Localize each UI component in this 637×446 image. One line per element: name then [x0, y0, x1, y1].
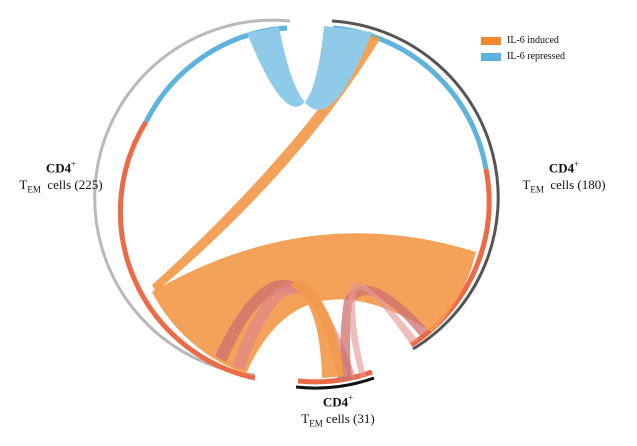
group-left-title: CD4 [45, 160, 72, 176]
group-bottom-sup: + [348, 393, 354, 403]
ribbon-right-bottom-b [348, 282, 418, 377]
ribbon-left-bottom-b [232, 282, 356, 379]
legend-induced-label: IL-6 induced [507, 35, 559, 46]
outer-arc-left-group [93, 18, 291, 377]
group-bottom-sub: EM [309, 418, 323, 429]
repressed-swatch [481, 53, 501, 61]
group-bottom-suffix: cells (31) [325, 411, 375, 427]
group-left-prefix: T [19, 177, 28, 193]
group-left-suffix: cells (225) [47, 177, 103, 193]
outer-arc-right-group [331, 19, 500, 351]
group-bottom-prefix: T [301, 411, 310, 427]
track-bottom-induced [297, 369, 373, 385]
track-left-induced [117, 120, 256, 381]
group-right-suffix: cells (180) [550, 177, 606, 193]
group-label-left: CD4+ TEM cells (225) [2, 156, 120, 199]
group-bottom-title: CD4 [322, 394, 349, 410]
ribbon-right-bottom-a [340, 285, 428, 381]
group-left-sup: + [71, 159, 77, 169]
legend: IL-6 induced IL-6 repressed [481, 34, 565, 66]
group-right-title: CD4 [548, 160, 575, 176]
group-right-prefix: T [522, 177, 531, 193]
induced-swatch [481, 37, 501, 45]
legend-repressed-label: IL-6 repressed [507, 51, 566, 62]
legend-item-induced: IL-6 induced [481, 34, 565, 48]
group-right-sup: + [574, 159, 580, 169]
ribbon-bottom-induced [290, 278, 344, 378]
group-label-right: CD4+ TEM cells (180) [505, 156, 623, 199]
outer-arc-bottom-group [295, 376, 375, 390]
ribbon-top-repressed [247, 26, 372, 110]
group-left-sub: EM [27, 184, 41, 195]
legend-item-repressed: IL-6 repressed [481, 50, 565, 64]
group-right-sub: EM [530, 184, 544, 195]
group-label-bottom: CD4+ TEM cells (31) [278, 390, 398, 433]
